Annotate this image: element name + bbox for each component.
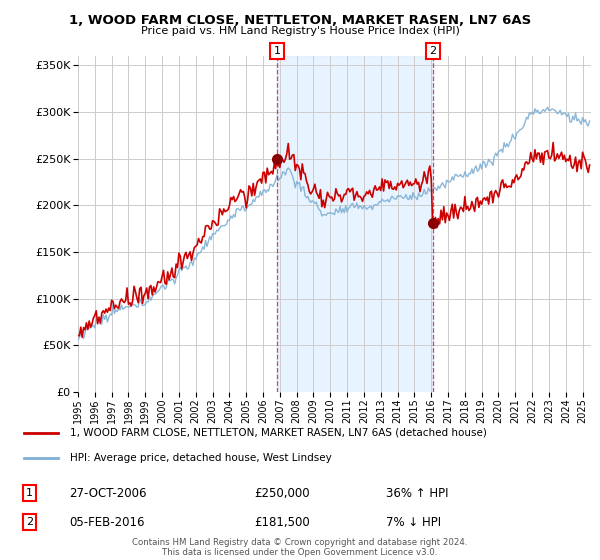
Text: 2: 2 <box>429 46 436 56</box>
Text: £181,500: £181,500 <box>254 516 310 529</box>
Bar <box>277 56 433 392</box>
Text: 27-OCT-2006: 27-OCT-2006 <box>70 487 147 500</box>
Text: HPI: Average price, detached house, West Lindsey: HPI: Average price, detached house, West… <box>70 452 331 463</box>
Text: £250,000: £250,000 <box>254 487 310 500</box>
Text: 7% ↓ HPI: 7% ↓ HPI <box>386 516 442 529</box>
Text: Contains HM Land Registry data © Crown copyright and database right 2024.
This d: Contains HM Land Registry data © Crown c… <box>132 538 468 557</box>
Text: 05-FEB-2016: 05-FEB-2016 <box>70 516 145 529</box>
Text: 1, WOOD FARM CLOSE, NETTLETON, MARKET RASEN, LN7 6AS: 1, WOOD FARM CLOSE, NETTLETON, MARKET RA… <box>69 14 531 27</box>
Text: 1, WOOD FARM CLOSE, NETTLETON, MARKET RASEN, LN7 6AS (detached house): 1, WOOD FARM CLOSE, NETTLETON, MARKET RA… <box>70 428 487 438</box>
Text: Price paid vs. HM Land Registry's House Price Index (HPI): Price paid vs. HM Land Registry's House … <box>140 26 460 36</box>
Text: 36% ↑ HPI: 36% ↑ HPI <box>386 487 449 500</box>
Text: 1: 1 <box>26 488 33 498</box>
Text: 2: 2 <box>26 517 33 527</box>
Text: 1: 1 <box>274 46 280 56</box>
